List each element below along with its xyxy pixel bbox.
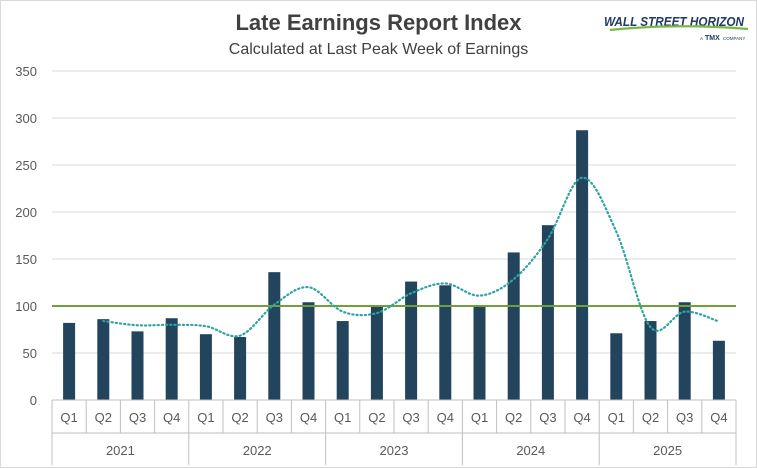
y-tick-label: 150 (15, 252, 37, 267)
bar (234, 337, 247, 400)
y-tick-label: 350 (15, 64, 37, 79)
y-tick-label: 50 (23, 346, 37, 361)
x-tick-label: Q4 (300, 410, 317, 425)
x-tick-label: Q1 (471, 410, 488, 425)
bar (131, 331, 144, 400)
y-tick-label: 200 (15, 205, 37, 220)
bar (541, 225, 554, 400)
x-tick-label: Q4 (437, 410, 454, 425)
x-tick-label: Q1 (608, 410, 625, 425)
moving-average-line (102, 176, 720, 338)
bar (63, 322, 76, 400)
year-label: 2023 (380, 443, 409, 458)
bar (678, 302, 691, 400)
bar (576, 130, 589, 400)
bar (507, 252, 520, 400)
moving-average-group (102, 176, 720, 338)
x-tick-label: Q3 (539, 410, 556, 425)
x-tick-label: Q1 (197, 410, 214, 425)
year-label: 2024 (516, 443, 545, 458)
bar (712, 340, 725, 400)
bar (644, 321, 657, 400)
year-label: 2022 (243, 443, 272, 458)
x-tick-label: Q2 (642, 410, 659, 425)
chart-title: Late Earnings Report Index (235, 10, 522, 35)
x-tick-label: Q3 (266, 410, 283, 425)
bar (165, 318, 178, 400)
x-axis: Q1 Q2 Q3 Q4 Q1 Q2 Q3 Q4 Q1 Q2 Q3 Q4 Q1 Q2 Q3 Q4 Q1 Q2 Q3 Q4… (51, 399, 737, 465)
bar (268, 272, 281, 400)
logo-tagline-suffix: COMPANY (723, 36, 745, 41)
logo-tagline-brand: TMX (705, 35, 720, 42)
x-tick-label: Q2 (368, 410, 385, 425)
bar (302, 302, 315, 400)
gridlines (52, 70, 736, 354)
x-tick-label: Q4 (163, 410, 180, 425)
bar (336, 321, 349, 400)
y-tick-label: 300 (15, 111, 37, 126)
chart-subtitle: Calculated at Last Peak Week of Earnings (228, 41, 529, 58)
bar (439, 285, 452, 400)
y-tick-label: 100 (15, 299, 37, 314)
x-tick-label: Q2 (505, 410, 522, 425)
y-axis-ticks: 0 50 100 150 200 250 300 350 (15, 64, 37, 408)
logo-wordmark: WALL STREET HORIZON (604, 15, 745, 29)
wall-street-horizon-logo: WALL STREET HORIZON A TMX COMPANY (604, 15, 749, 42)
bar (405, 281, 418, 400)
bar (97, 319, 110, 400)
x-tick-label: Q3 (402, 410, 419, 425)
logo-swoosh (609, 25, 749, 32)
year-label: 2021 (106, 443, 135, 458)
x-tick-label: Q1 (334, 410, 351, 425)
y-tick-label: 0 (30, 393, 37, 408)
bar (610, 333, 623, 400)
x-tick-label: Q2 (231, 410, 248, 425)
bar-series (63, 130, 725, 400)
bar (370, 305, 383, 400)
x-tick-label: Q2 (95, 410, 112, 425)
x-tick-label: Q4 (573, 410, 590, 425)
bar (199, 334, 212, 400)
logo-tagline-prefix: A (700, 36, 703, 41)
x-tick-label: Q3 (676, 410, 693, 425)
x-tick-label: Q1 (60, 410, 77, 425)
x-tick-label: Q3 (129, 410, 146, 425)
y-tick-label: 250 (15, 158, 37, 173)
bar (473, 306, 486, 400)
year-label: 2025 (653, 443, 682, 458)
x-tick-label: Q4 (710, 410, 727, 425)
